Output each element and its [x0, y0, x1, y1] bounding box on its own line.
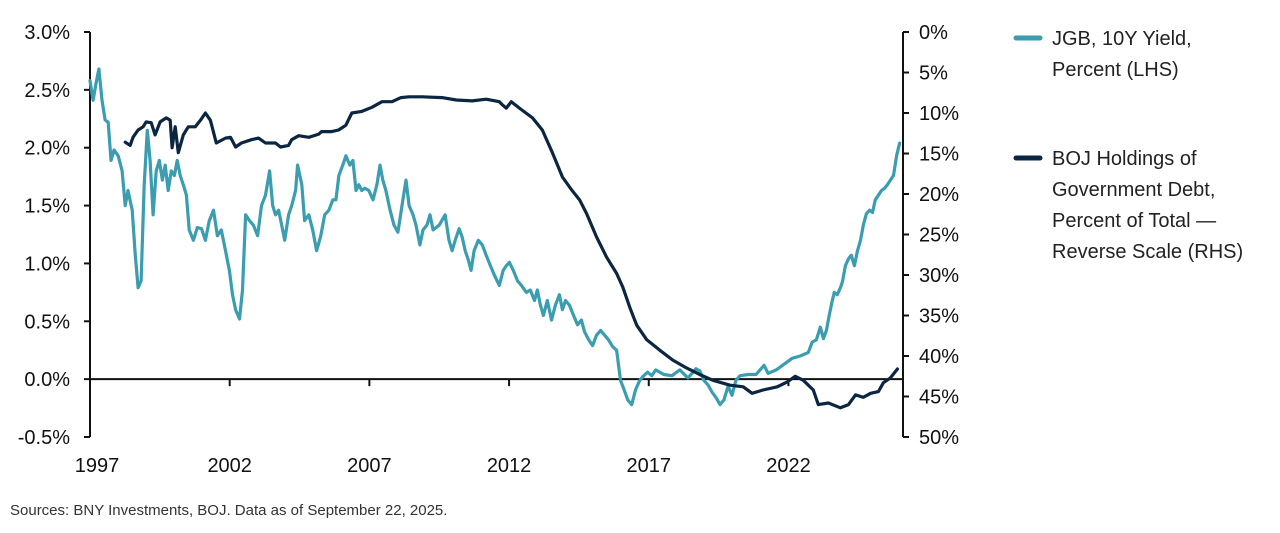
series-lines: [88, 67, 902, 410]
series-line-jgb-yield: [88, 67, 902, 407]
axes: 3.0% 2.5% 2.0% 1.5% 1.0% 0.5% 0.0% -0.5% 0% 5% 10%…: [18, 22, 959, 477]
series-line-boj-holdings: [123, 95, 899, 410]
x-tick-label: 2007: [347, 455, 392, 477]
left-tick-label: 0.5%: [24, 311, 70, 333]
legend-label: Reverse Scale (RHS): [1052, 241, 1243, 263]
right-tick-label: 10%: [919, 103, 959, 125]
legend-label: Percent of Total —: [1052, 210, 1216, 232]
x-tick-label: 2017: [627, 455, 672, 477]
legend-label: Percent (LHS): [1052, 59, 1179, 81]
x-tick-label: 2012: [487, 455, 532, 477]
left-tick-label: -0.5%: [18, 427, 70, 449]
right-tick-label: 40%: [919, 346, 959, 368]
right-tick-label: 15%: [919, 144, 959, 166]
legend-label: Government Debt,: [1052, 179, 1215, 201]
right-tick-label: 20%: [919, 184, 959, 206]
left-tick-label: 2.0%: [24, 138, 70, 160]
x-tick-label: 1997: [75, 455, 120, 477]
right-tick-label: 25%: [919, 225, 959, 247]
legend-label: JGB, 10Y Yield,: [1052, 28, 1192, 50]
right-tick-label: 30%: [919, 265, 959, 287]
legend-item: JGB, 10Y Yield, Percent (LHS): [1013, 28, 1192, 81]
x-tick-label: 2022: [766, 455, 811, 477]
left-tick-label: 1.0%: [24, 253, 70, 275]
left-tick-label: 0.0%: [24, 369, 70, 391]
left-tick-label: 2.5%: [24, 80, 70, 102]
right-tick-label: 5%: [919, 63, 948, 85]
right-tick-label: 0%: [919, 22, 948, 44]
legend: JGB, 10Y Yield, Percent (LHS) BOJ Holdings…: [1013, 28, 1243, 263]
source-note: Sources: BNY Investments, BOJ. Data as o…: [10, 502, 447, 519]
legend-item: BOJ Holdings of Government Debt, Percent o…: [1013, 148, 1243, 263]
right-tick-label: 50%: [919, 427, 959, 449]
right-tick-label: 45%: [919, 387, 959, 409]
x-tick-label: 2002: [207, 455, 252, 477]
right-tick-label: 35%: [919, 306, 959, 328]
legend-label: BOJ Holdings of: [1052, 148, 1197, 170]
left-tick-label: 1.5%: [24, 196, 70, 218]
left-tick-label: 3.0%: [24, 22, 70, 44]
